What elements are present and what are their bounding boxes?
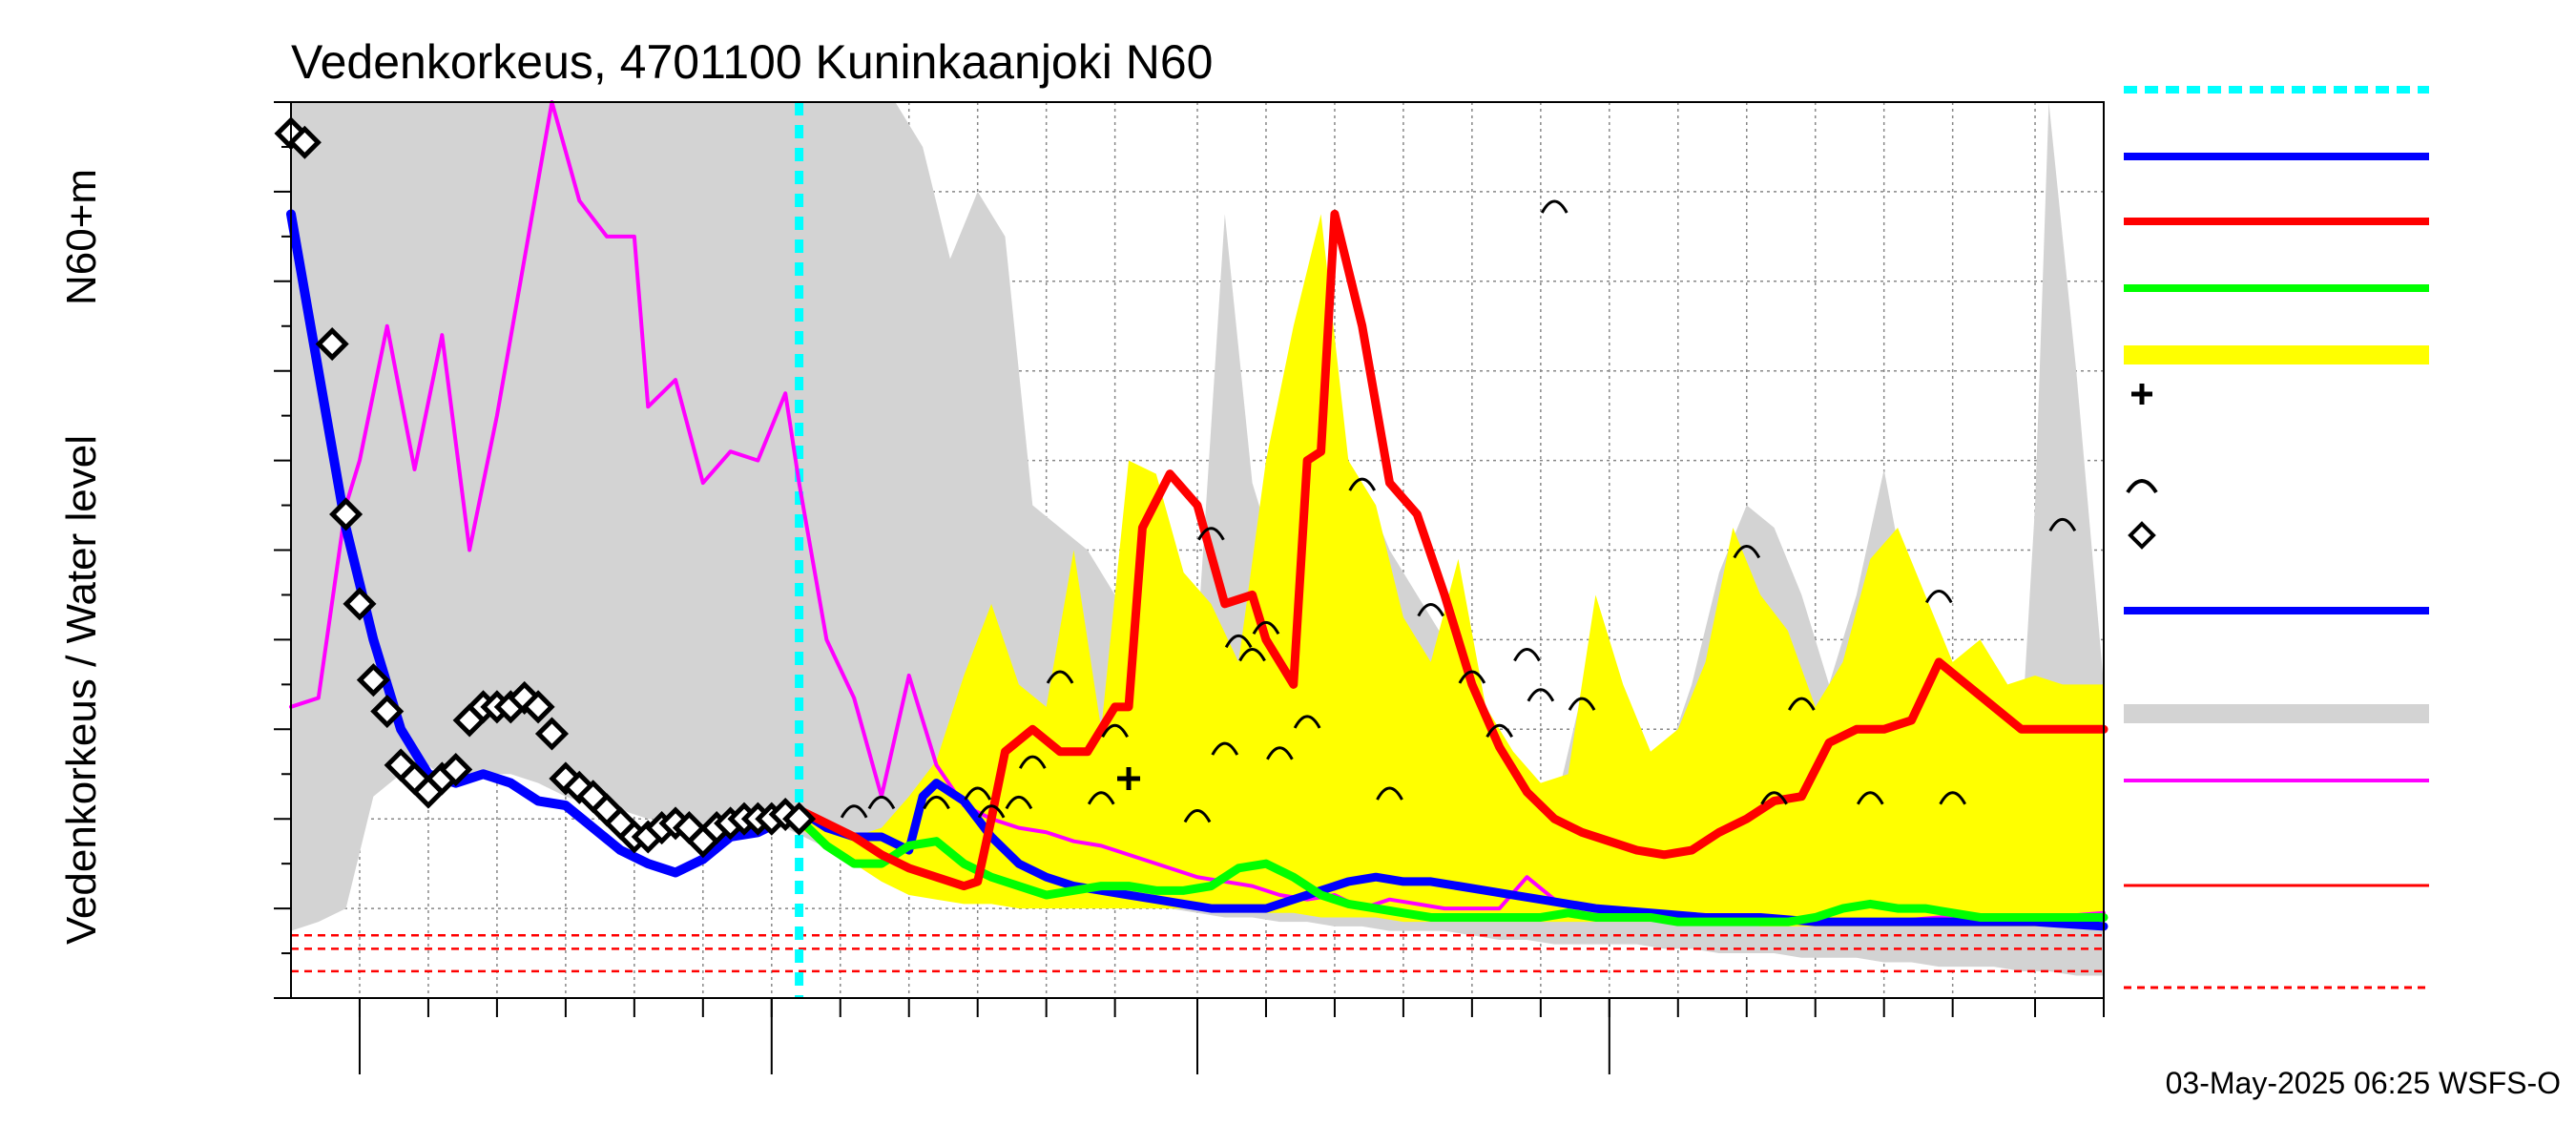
peak-marker xyxy=(1485,723,1513,739)
observed-point xyxy=(782,802,817,836)
reference-lines xyxy=(291,934,2104,973)
legend xyxy=(2124,86,2429,989)
range-bands xyxy=(291,102,2105,976)
peak-marker xyxy=(1540,199,1568,214)
peak-marker xyxy=(1224,634,1253,649)
peak-marker xyxy=(1087,791,1115,805)
observed-point xyxy=(370,694,405,729)
peak-marker xyxy=(1939,791,1966,805)
peak-marker xyxy=(1211,741,1239,756)
band-ennusteen xyxy=(799,214,2105,926)
peak-marker xyxy=(1856,791,1884,805)
series-lines xyxy=(286,100,2109,998)
observed-point xyxy=(562,770,596,804)
peak-marker xyxy=(1252,620,1280,635)
peak-marker xyxy=(1005,795,1033,810)
peak-marker xyxy=(1527,688,1555,702)
series-pienimm-n-huipun-ennuste xyxy=(795,814,2109,926)
observed-point xyxy=(549,761,583,796)
series-huipun-keskiennuste xyxy=(795,779,2109,931)
legend-plus-icon xyxy=(2131,384,2152,405)
peak-marker xyxy=(867,795,896,810)
legend-diamond-icon xyxy=(2128,521,2156,550)
observed-point xyxy=(343,587,377,621)
peak-marker xyxy=(840,804,868,819)
legend-band-swatch xyxy=(2124,704,2429,723)
peak-marker xyxy=(1760,791,1788,805)
peak-marker xyxy=(1458,670,1486,684)
observed-point xyxy=(521,690,555,724)
peak-marker xyxy=(1788,697,1816,711)
peak-marker xyxy=(977,804,1006,819)
timestamp: 03-May-2025 06:25 WSFS-O xyxy=(2166,1066,2561,1100)
peak-markers xyxy=(840,199,2077,823)
peak-marker xyxy=(1018,755,1047,769)
peak-marker xyxy=(1101,723,1129,739)
peak-marker xyxy=(1293,715,1321,729)
peak-marker xyxy=(1568,697,1596,711)
observed-point xyxy=(534,717,570,751)
peak-marker xyxy=(1513,648,1541,662)
peak-marker xyxy=(964,786,992,801)
observed-point xyxy=(508,680,542,715)
observed-points xyxy=(274,116,817,859)
series-suurimman-huipun-ennuste xyxy=(795,209,2109,891)
legend-arc-icon xyxy=(2126,479,2158,494)
observed-point xyxy=(287,125,322,159)
chart-title: Vedenkorkeus, 4701100 Kuninkaanjoki N60 xyxy=(291,35,1213,89)
peak-marker xyxy=(1348,477,1377,491)
peak-marker xyxy=(1046,670,1074,684)
peak-marker xyxy=(1183,809,1212,823)
observed-point xyxy=(329,497,364,531)
series-simuloitu-historia xyxy=(286,209,804,878)
mean-peak-marker xyxy=(1117,766,1141,790)
peak-marker xyxy=(1238,648,1266,662)
y-axis-label: Vedenkorkeus / Water level xyxy=(58,435,105,945)
peak-marker xyxy=(1924,589,1953,604)
peak-marker xyxy=(1376,786,1403,801)
peak-marker xyxy=(1197,527,1225,541)
peak-marker xyxy=(1266,746,1294,760)
legend-band-swatch xyxy=(2124,345,2429,364)
y-axis-unit: N60+m xyxy=(58,169,105,305)
peak-marker xyxy=(1733,545,1761,559)
peak-marker xyxy=(1417,603,1445,617)
observed-point xyxy=(356,663,390,697)
observed-point xyxy=(439,753,473,787)
peak-marker xyxy=(923,795,950,810)
peak-marker xyxy=(2048,517,2077,532)
observed-point xyxy=(315,326,349,362)
axis-labels xyxy=(274,101,2105,1074)
